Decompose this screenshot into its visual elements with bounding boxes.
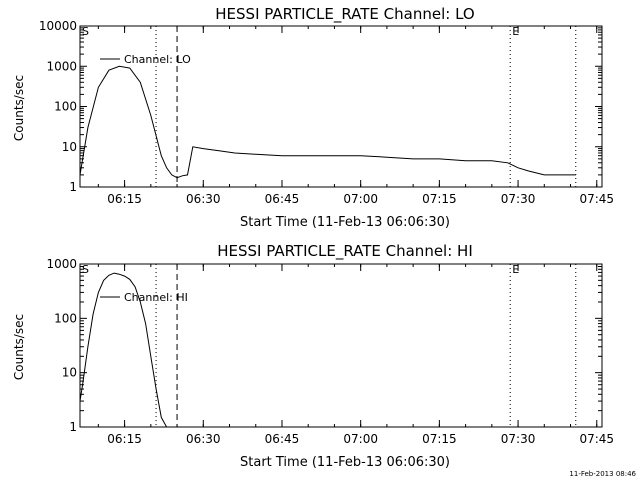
marker-label: E (512, 263, 519, 276)
y-tick-label: 10 (62, 366, 77, 380)
timestamp-label: 11-Feb-2013 08:46 (569, 470, 636, 478)
x-tick-label: 07:15 (422, 432, 457, 446)
x-axis-label: Start Time (11-Feb-13 06:06:30) (240, 455, 450, 470)
y-axis-label: Counts/sec (12, 314, 26, 380)
x-tick-label: 07:45 (579, 432, 614, 446)
y-tick-label: 1000 (46, 257, 77, 271)
y-tick-label: 100 (54, 100, 77, 114)
x-axis-label: Start Time (11-Feb-13 06:06:30) (240, 215, 450, 230)
y-tick-label: 100 (54, 311, 77, 325)
y-tick-label: 10000 (39, 19, 77, 33)
x-tick-label: 06:45 (265, 432, 300, 446)
x-tick-label: 07:00 (343, 432, 378, 446)
x-tick-label: 07:00 (343, 192, 378, 206)
x-tick-label: 07:30 (501, 192, 536, 206)
y-axis-label: Counts/sec (12, 75, 26, 141)
x-tick-label: 07:30 (501, 432, 536, 446)
x-tick-label: 06:15 (107, 192, 142, 206)
marker-label: S (82, 263, 89, 276)
legend-label: Channel: LO (124, 53, 191, 66)
chart-hi: HESSI PARTICLE_RATE Channel: HI Counts/s… (12, 242, 614, 470)
axes-frame (79, 25, 603, 188)
x-tick-label: 06:15 (107, 432, 142, 446)
x-tick-label: 06:30 (186, 432, 221, 446)
axes-frame (79, 263, 603, 428)
marker-label: E (512, 25, 519, 38)
chart-lo: HESSI PARTICLE_RATE Channel: LO Counts/s… (12, 5, 614, 230)
series-line (80, 272, 168, 427)
x-tick-label: 07:15 (422, 192, 457, 206)
x-tick-label: 06:30 (186, 192, 221, 206)
chart-title: HESSI PARTICLE_RATE Channel: HI (217, 242, 473, 261)
x-tick-label: 07:45 (579, 192, 614, 206)
y-tick-label: 1 (69, 180, 77, 194)
series-line (80, 65, 576, 179)
plot-area: 06:15 06:30 06:45 07:00 07:15 07:30 07:45 1 10 10… (46, 257, 614, 446)
y-tick-label: 10 (62, 140, 77, 154)
y-tick-label: 1 (69, 420, 77, 434)
legend-label: Channel: HI (124, 291, 188, 304)
x-tick-label: 06:45 (265, 192, 300, 206)
chart-title: HESSI PARTICLE_RATE Channel: LO (215, 5, 474, 24)
marker-label: S (82, 25, 89, 38)
plot-area: 06:15 06:30 06:45 07:00 07:15 07:30 07:45 1 10 10… (39, 19, 614, 206)
y-tick-label: 1000 (46, 59, 77, 73)
